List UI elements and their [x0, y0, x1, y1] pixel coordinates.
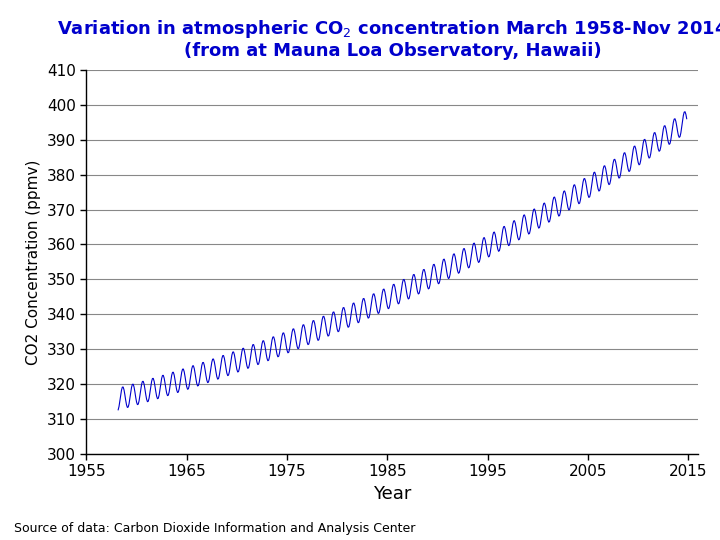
X-axis label: Year: Year — [373, 484, 412, 503]
Text: Source of data: Carbon Dioxide Information and Analysis Center: Source of data: Carbon Dioxide Informati… — [14, 522, 415, 535]
Y-axis label: CO2 Concentration (ppmv): CO2 Concentration (ppmv) — [27, 159, 41, 364]
Title: Variation in atmospheric CO$_2$ concentration March 1958-Nov 2014
(from at Mauna: Variation in atmospheric CO$_2$ concentr… — [57, 17, 720, 60]
